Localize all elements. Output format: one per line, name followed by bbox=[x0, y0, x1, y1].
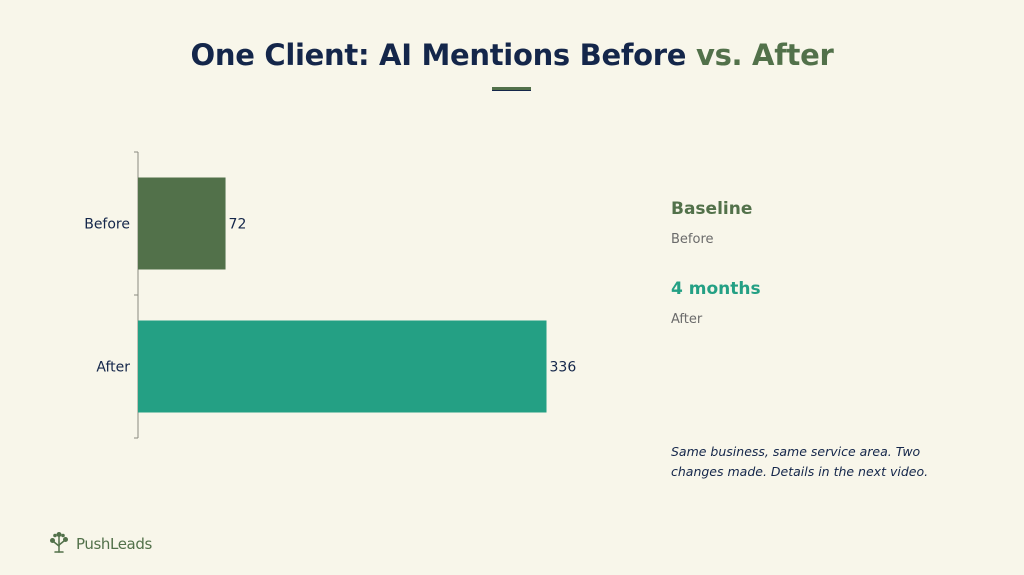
data-label-before: 72 bbox=[229, 217, 247, 233]
tree-icon bbox=[47, 530, 71, 558]
side-item-baseline: Baseline Before bbox=[671, 199, 752, 247]
data-label-after: 336 bbox=[550, 360, 577, 376]
bar-before bbox=[138, 177, 226, 270]
category-label-before: Before bbox=[84, 217, 130, 233]
pushleads-logo: PushLeads bbox=[47, 530, 152, 558]
title-main: One Client: AI Mentions Before bbox=[190, 38, 687, 72]
phase-subtitle-before: Before bbox=[671, 232, 714, 247]
logo-text: PushLeads bbox=[76, 535, 152, 553]
phase-title-baseline: Baseline bbox=[671, 199, 753, 219]
phase-title-four-months: 4 months bbox=[671, 279, 761, 299]
bar-chart: Before 72 After 336 bbox=[84, 151, 577, 439]
bar-after bbox=[138, 320, 547, 413]
chart-title: One Client: AI Mentions Before vs. After bbox=[0, 38, 1024, 72]
footnote: Same business, same service area. Two ch… bbox=[671, 444, 929, 479]
category-label-after: After bbox=[96, 360, 130, 376]
phase-subtitle-after: After bbox=[671, 312, 703, 327]
title-underline bbox=[492, 87, 531, 91]
side-item-four-months: 4 months After bbox=[671, 279, 761, 327]
title-accent: vs. After bbox=[695, 38, 834, 72]
